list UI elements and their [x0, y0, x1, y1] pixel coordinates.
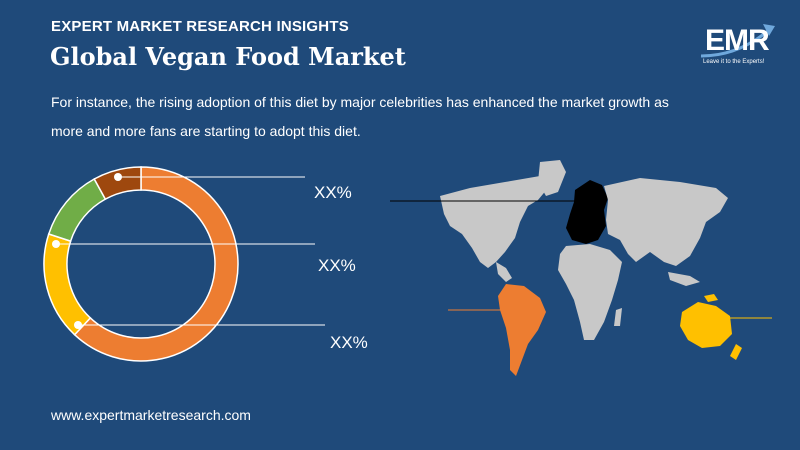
page-title: Global Vegan Food Market — [50, 42, 406, 71]
map-madagascar — [614, 308, 622, 326]
leader-dot — [52, 240, 60, 248]
leader-lines — [52, 173, 325, 329]
donut-segment-3 — [93, 166, 142, 201]
donut-segments — [43, 166, 239, 362]
segment-value-label: XX% — [318, 256, 356, 275]
map-south-america — [498, 284, 546, 376]
map-australia — [680, 302, 732, 348]
logo-arrow-icon — [700, 24, 775, 58]
leader-dot — [114, 173, 122, 181]
map-greenland — [538, 160, 566, 196]
map-europe — [566, 180, 608, 244]
footer-url: www.expertmarketresearch.com — [51, 407, 251, 423]
map-asia — [604, 178, 728, 266]
logo-tagline: Leave it to the Experts! — [703, 59, 765, 65]
map-central-america — [496, 262, 512, 282]
header-eyebrow: EXPERT MARKET RESEARCH INSIGHTS — [51, 18, 349, 35]
leader-dot — [74, 321, 82, 329]
map-southeast-asia — [668, 272, 700, 286]
map-north-america — [440, 176, 548, 268]
segment-value-label: XX% — [314, 183, 352, 202]
description-text: For instance, the rising adoption of thi… — [51, 94, 669, 139]
logo-text: EMR — [705, 24, 770, 57]
map-new-zealand — [730, 344, 742, 360]
map-oceania-islands — [704, 294, 718, 302]
emr-logo: EMR Leave it to the Experts! — [683, 18, 783, 78]
map-africa — [558, 244, 622, 340]
segment-value-label: XX% — [330, 333, 368, 352]
